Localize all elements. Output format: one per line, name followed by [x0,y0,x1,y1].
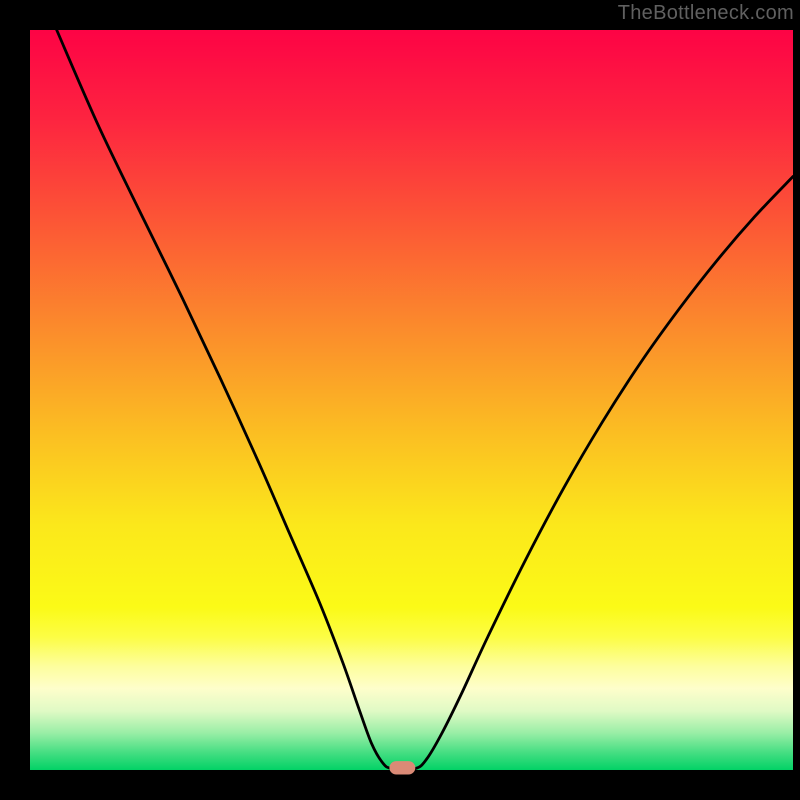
optimum-marker [389,761,415,774]
plot-gradient [30,30,793,770]
watermark-text: TheBottleneck.com [618,2,794,25]
chart-container: TheBottleneck.com [0,0,800,800]
bottleneck-chart [0,0,800,800]
